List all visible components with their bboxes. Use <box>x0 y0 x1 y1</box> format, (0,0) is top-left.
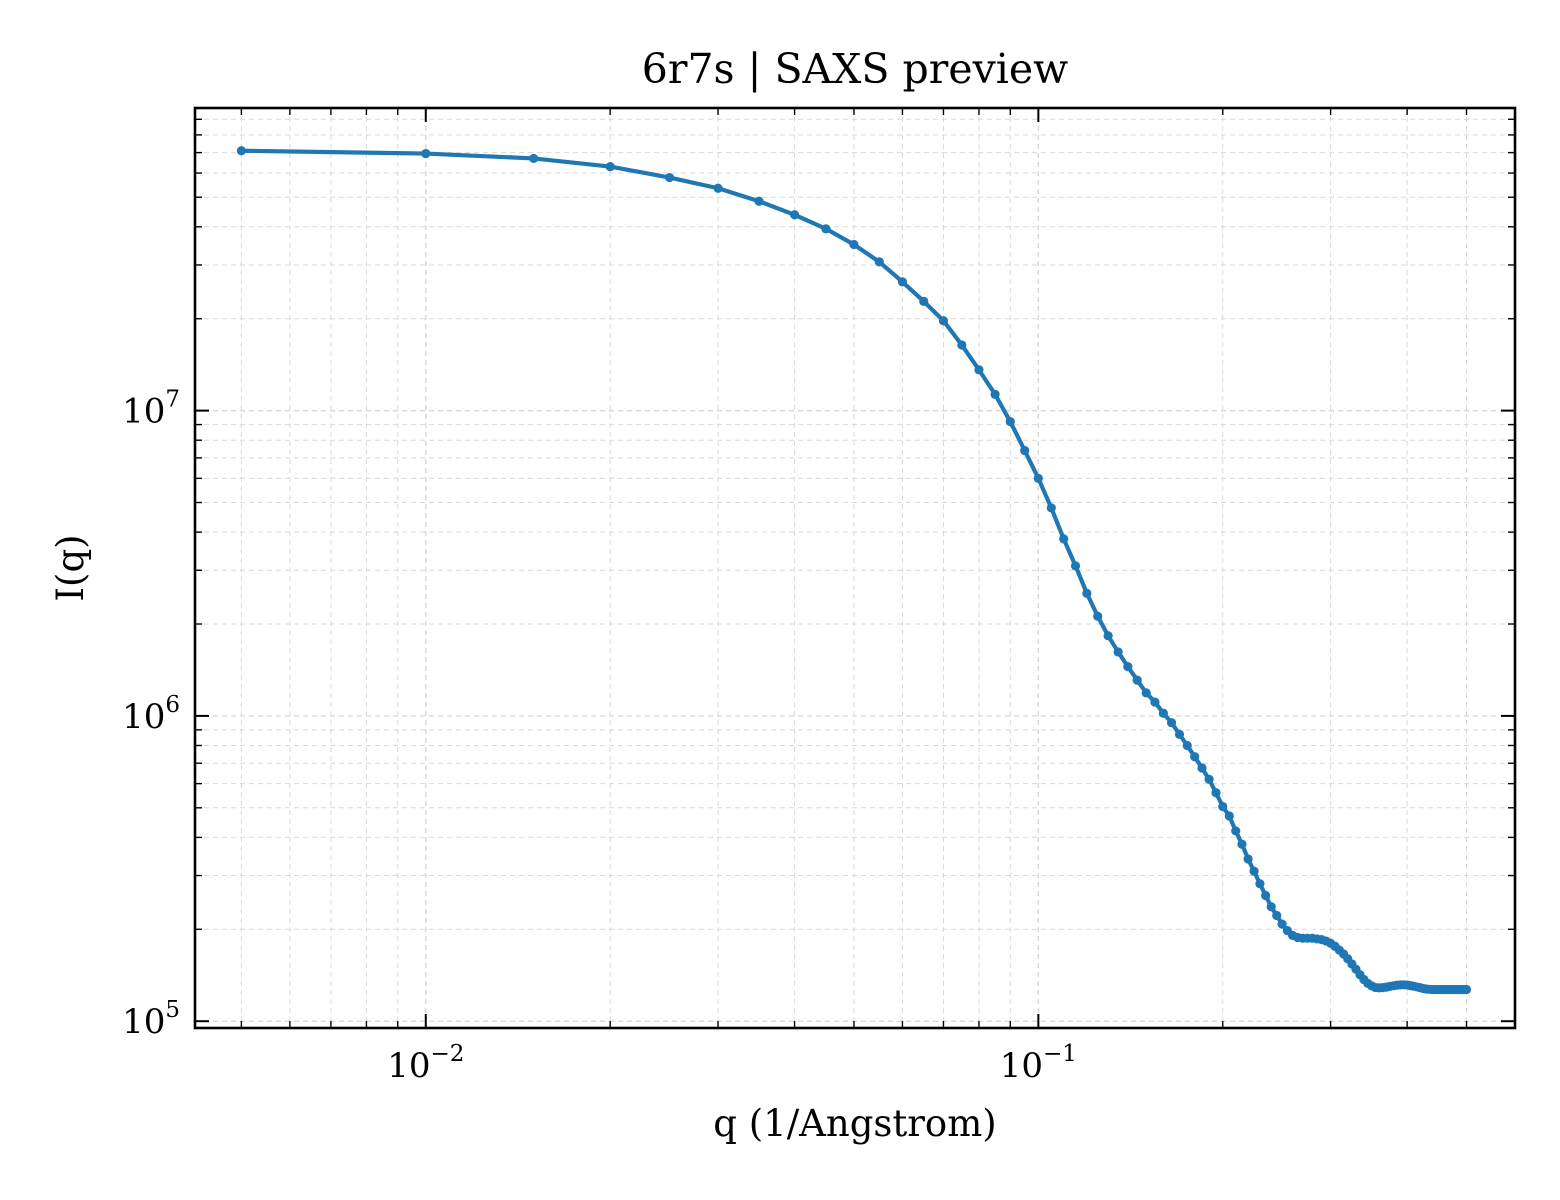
data-point <box>1211 788 1221 798</box>
data-point <box>1255 879 1265 889</box>
data-point <box>1141 688 1151 698</box>
y-tick-labels: 105 106 107 <box>122 387 180 1043</box>
data-point <box>1150 697 1160 707</box>
axis-ticks <box>195 108 1515 1028</box>
y-axis-label: I(q) <box>49 534 92 601</box>
data-point <box>1231 826 1241 836</box>
data-point <box>1243 854 1253 864</box>
y-tick-label: 105 <box>122 997 180 1042</box>
data-point <box>529 153 539 164</box>
data-point <box>1277 919 1287 929</box>
data-point <box>605 161 615 172</box>
data-point <box>1082 588 1092 598</box>
data-point <box>1218 801 1228 812</box>
x-tick-label: 10−1 <box>1000 1041 1077 1086</box>
data-point <box>1204 774 1214 784</box>
data-point <box>1132 675 1142 685</box>
x-tick-labels: 10−2 10−1 <box>387 1041 1077 1086</box>
data-point <box>957 340 967 350</box>
data-point <box>1033 473 1043 483</box>
data-point <box>1020 445 1030 456</box>
data-point <box>897 277 908 287</box>
data-point <box>821 224 831 234</box>
x-tick-label: 10−2 <box>387 1041 464 1086</box>
data-point <box>1190 752 1200 762</box>
data-point <box>754 196 764 206</box>
data-point <box>1249 866 1259 876</box>
data-point <box>1261 890 1271 901</box>
data-point <box>1237 839 1247 849</box>
data-point <box>1123 662 1133 672</box>
data-point <box>1070 561 1081 571</box>
data-point <box>1166 718 1177 728</box>
data-point <box>1158 708 1168 718</box>
data-point <box>664 172 675 183</box>
data-point <box>713 183 723 193</box>
data-point <box>1266 902 1276 912</box>
data-point <box>974 365 984 375</box>
data-point <box>1046 503 1056 513</box>
data-point <box>938 316 949 326</box>
data-point <box>1272 910 1282 921</box>
y-tick-label: 106 <box>122 692 180 737</box>
data-point <box>1182 740 1192 751</box>
data-point <box>789 210 800 220</box>
data-series <box>236 146 1472 995</box>
plot-frame <box>193 106 1517 1030</box>
grid-lines <box>195 108 1515 1028</box>
data-point <box>874 257 884 267</box>
data-point <box>1103 631 1113 641</box>
data-point <box>421 148 431 159</box>
data-point <box>1059 534 1069 544</box>
series-markers <box>236 146 1472 995</box>
data-point <box>1005 417 1015 427</box>
data-point <box>990 389 1000 400</box>
data-point <box>1174 729 1185 739</box>
data-point <box>919 296 929 306</box>
data-point <box>1224 811 1234 821</box>
x-axis-label: q (1/Angstrom) <box>713 1102 996 1145</box>
data-point <box>1461 984 1472 995</box>
data-point <box>236 146 246 156</box>
data-point <box>1197 763 1207 773</box>
data-point <box>1093 611 1103 621</box>
y-tick-label: 107 <box>122 387 180 432</box>
data-point <box>1113 647 1123 657</box>
chart-title: 6r7s | SAXS preview <box>642 45 1068 93</box>
data-point <box>849 239 859 250</box>
